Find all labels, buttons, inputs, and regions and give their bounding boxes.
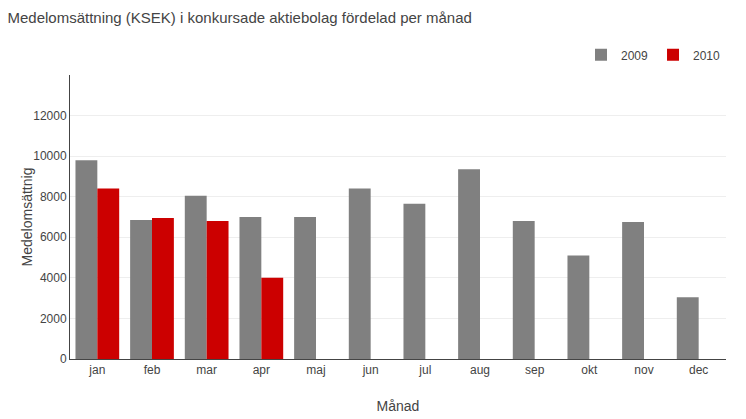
svg-text:10000: 10000 bbox=[33, 149, 67, 163]
svg-text:okt: okt bbox=[581, 363, 598, 377]
svg-text:sep: sep bbox=[525, 363, 545, 377]
svg-text:2000: 2000 bbox=[40, 312, 67, 326]
svg-text:aug: aug bbox=[470, 363, 490, 377]
svg-text:jul: jul bbox=[418, 363, 431, 377]
svg-text:feb: feb bbox=[144, 363, 161, 377]
svg-text:8000: 8000 bbox=[40, 190, 67, 204]
svg-text:jun: jun bbox=[362, 363, 379, 377]
svg-text:0: 0 bbox=[60, 352, 67, 366]
svg-text:apr: apr bbox=[253, 363, 270, 377]
svg-text:Medelomsättnig: Medelomsättnig bbox=[19, 168, 35, 267]
svg-text:4000: 4000 bbox=[40, 271, 67, 285]
svg-text:2010: 2010 bbox=[693, 49, 720, 63]
svg-text:6000: 6000 bbox=[40, 230, 67, 244]
svg-text:mar: mar bbox=[196, 363, 217, 377]
svg-text:maj: maj bbox=[306, 363, 325, 377]
svg-text:Medelomsättning (KSEK) i konku: Medelomsättning (KSEK) i konkursade akti… bbox=[7, 9, 471, 26]
svg-text:12000: 12000 bbox=[33, 109, 67, 123]
svg-text:nov: nov bbox=[634, 363, 653, 377]
svg-text:dec: dec bbox=[689, 363, 708, 377]
svg-text:Månad: Månad bbox=[377, 398, 420, 414]
svg-text:2009: 2009 bbox=[621, 49, 648, 63]
svg-text:jan: jan bbox=[88, 363, 105, 377]
